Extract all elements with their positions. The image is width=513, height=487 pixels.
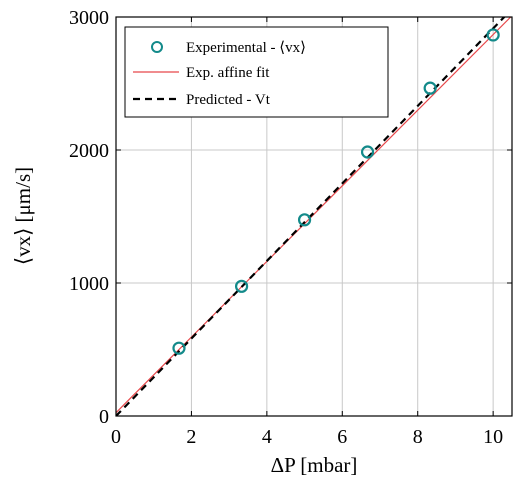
legend: Experimental - ⟨vx⟩ Exp. affine fit Pred… [124,26,389,118]
data-point [486,28,500,42]
series-points [172,28,500,355]
data-point [360,145,375,159]
x-tick-label: 0 [111,426,121,448]
data-point [172,341,186,355]
tick-labels: 0 2 4 6 8 10 0 1000 2000 3000 [69,7,503,448]
predicted-line [116,17,506,416]
data-point [234,279,249,293]
y-tick-label: 0 [99,406,109,428]
y-axis-title: ⟨vx⟩ [μm/s] [11,167,35,265]
data-point [423,81,437,95]
plot-frame [115,16,513,417]
x-tick-label: 8 [413,426,423,448]
x-axis-title: ΔP [mbar] [271,453,358,477]
y-tick-label: 1000 [69,273,109,295]
x-tick-label: 2 [186,426,196,448]
tick-marks [115,16,512,417]
legend-label-experimental: Experimental - ⟨vx⟩ [186,40,306,56]
x-tick-label: 10 [483,426,503,448]
y-tick-label: 3000 [69,7,109,29]
y-tick-label: 2000 [69,140,109,162]
legend-marker-experimental [151,41,163,53]
x-tick-label: 4 [262,426,272,448]
affine-fit-line [116,17,512,414]
legend-label-affine-fit: Exp. affine fit [186,65,270,81]
series-lines [116,17,512,416]
legend-label-predicted: Predicted - Vt [186,92,271,108]
data-point [297,213,312,227]
x-tick-label: 6 [337,426,347,448]
